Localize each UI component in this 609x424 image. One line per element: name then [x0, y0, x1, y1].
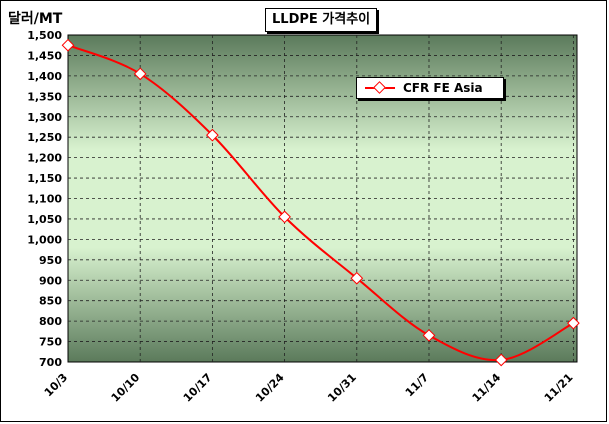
legend: CFR FE Asia	[356, 77, 504, 99]
x-tick-label: 10/24	[253, 371, 287, 405]
data-point	[422, 329, 436, 342]
data-point	[61, 38, 75, 52]
chart-title: LLDPE 가격추이	[265, 8, 378, 32]
y-tick-label: 1,200	[27, 152, 62, 165]
y-tick-label: 1,050	[27, 213, 62, 226]
series-line	[67, 44, 574, 362]
x-tick-label: 10/10	[109, 371, 143, 405]
data-point	[350, 271, 364, 285]
y-tick-label: 850	[39, 295, 62, 308]
y-axis-ticks: 700 750 800 850 900 950 1,000 1,050 1,100 1,150 1,…	[27, 29, 62, 369]
legend-label: CFR FE Asia	[403, 81, 483, 95]
y-tick-label: 1,400	[27, 70, 62, 83]
data-point	[133, 67, 147, 81]
series-layer	[61, 38, 580, 367]
y-tick-label: 1,250	[27, 131, 62, 144]
y-tick-label: 1,150	[27, 172, 62, 185]
x-tick-label: 11/21	[542, 371, 576, 405]
y-tick-label: 1,100	[27, 193, 62, 206]
y-tick-label: 700	[39, 356, 62, 369]
data-point	[567, 316, 580, 330]
y-tick-label: 1,350	[27, 90, 62, 103]
data-point	[278, 210, 291, 224]
y-tick-label: 950	[39, 254, 62, 267]
x-tick-label: 10/17	[181, 371, 215, 405]
x-tick-label: 10/3	[42, 371, 70, 399]
legend-marker	[373, 81, 386, 94]
y-tick-label: 1,500	[27, 29, 62, 42]
x-tick-label: 11/7	[403, 371, 431, 399]
x-tick-label: 11/14	[470, 371, 504, 405]
y-tick-label: 800	[39, 315, 62, 328]
y-axis-label: 달러/MT	[8, 11, 63, 27]
y-tick-label: 750	[39, 336, 62, 349]
data-point	[206, 128, 219, 142]
data-point	[494, 353, 508, 367]
y-tick-label: 1,300	[27, 111, 62, 124]
y-tick-label: 900	[39, 274, 62, 287]
y-tick-label: 1,450	[27, 49, 62, 62]
x-axis-ticks: 10/3 10/10 10/17 10/24 10/31 11/7 11/14 11/21	[42, 371, 576, 405]
x-tick-label: 10/31	[325, 371, 359, 405]
y-tick-label: 1,000	[27, 233, 62, 246]
